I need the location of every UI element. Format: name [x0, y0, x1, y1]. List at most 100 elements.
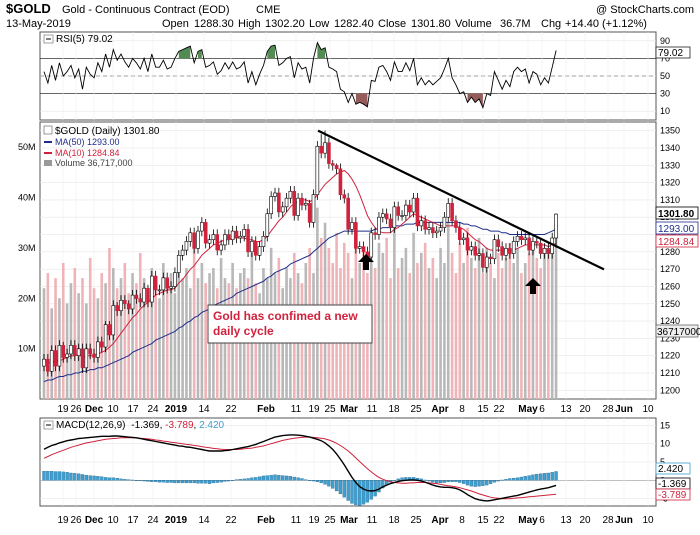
volume-bar	[138, 252, 142, 399]
resistance-trendline	[317, 129, 605, 271]
candle-body	[65, 353, 69, 358]
price-tick-label: 1220	[660, 351, 680, 361]
macd-value-labels: 2.420 -1.369 -3.789	[655, 462, 691, 501]
x-tick-label: 15	[477, 404, 489, 415]
macd-hist-bar	[342, 480, 346, 498]
candle-body	[423, 220, 427, 230]
candle-body	[407, 204, 412, 213]
rsi-current-label: 79.02	[658, 48, 683, 59]
candle-body	[523, 237, 528, 241]
candle-body	[277, 192, 281, 213]
macd-hist-bar	[142, 480, 146, 482]
candle-body	[142, 287, 146, 303]
x-tick-label: 10	[642, 404, 654, 415]
macd-hist-bar	[273, 474, 277, 481]
candle-body	[469, 246, 474, 251]
label-close: 1301.80	[658, 209, 695, 220]
macd-hist-bar	[250, 477, 254, 481]
candle-body	[49, 350, 54, 372]
price-tick-label: 1260	[660, 281, 680, 291]
candle-body	[53, 350, 58, 367]
legend-volume: Volume 36,717,000	[55, 158, 133, 168]
volume-bar	[123, 263, 127, 399]
macd-hist-bar	[211, 480, 216, 484]
rsi-tick-label: 70	[660, 53, 670, 63]
macd-hist-bar	[246, 478, 250, 481]
volume-bar	[454, 273, 458, 399]
x-tick-label: 19	[308, 404, 320, 415]
macd-hist-bar	[419, 478, 423, 481]
x-tick-label: Jun	[615, 404, 633, 415]
candle-body	[477, 253, 481, 256]
header-high-value: 1302.20	[265, 18, 305, 30]
header-low-label: Low	[309, 18, 329, 30]
x-tick-label: 14	[198, 515, 210, 526]
volume-bar	[158, 298, 161, 399]
candle-body	[242, 229, 246, 237]
candle-body	[542, 248, 547, 254]
volume-tick-label: 40M	[18, 193, 36, 203]
candle-body	[165, 277, 169, 289]
macd-hist-bar	[180, 480, 185, 484]
volume-bar	[281, 288, 284, 399]
label-close-box	[655, 206, 699, 220]
x-tick-label: 22	[493, 515, 505, 526]
volume-bar	[466, 227, 469, 399]
candle-body	[173, 272, 177, 287]
candle-body	[230, 230, 235, 241]
candle-body	[442, 216, 447, 228]
macd-hist-bar	[254, 477, 258, 481]
macd-hist-bar	[292, 476, 296, 481]
candle-body	[527, 237, 531, 251]
x-tick-label: 24	[147, 404, 159, 415]
candle-body	[69, 345, 73, 355]
cycle-low-arrow-2	[525, 278, 541, 294]
legend-ma10: MA(10) 1284.84	[55, 148, 120, 158]
volume-bar	[142, 278, 146, 399]
volume-bar	[235, 288, 238, 399]
macd-hist-bar	[96, 476, 100, 481]
candle-body	[511, 241, 516, 254]
candle-body	[273, 192, 277, 197]
macd-hist-bar	[127, 479, 131, 481]
macd-hist-bar	[373, 480, 377, 497]
candle-body	[296, 197, 300, 216]
candle-body	[519, 235, 524, 241]
candle-body	[431, 227, 435, 234]
candle-body	[253, 241, 258, 256]
price-tick-label: 1320	[660, 178, 680, 188]
x-tick-label: 19	[57, 404, 69, 415]
volume-bar	[169, 273, 173, 399]
macd-hist-bar	[531, 474, 535, 481]
volume-bar	[88, 257, 92, 399]
macd-hist-bar	[550, 472, 554, 481]
macd-hist-bar	[50, 471, 54, 481]
label-hist: 2.420	[658, 464, 683, 475]
x-tick-label: May	[518, 515, 538, 526]
volume-bar	[473, 268, 477, 399]
volume-bar	[420, 252, 423, 399]
macd-hist-bar	[119, 478, 123, 481]
macd-hist-bar	[65, 472, 69, 481]
candle-body	[377, 216, 381, 235]
macd-hist-bar	[157, 480, 162, 483]
macd-hist-bar	[288, 476, 293, 481]
macd-hist-bar	[188, 480, 192, 484]
candle-body	[80, 348, 85, 369]
volume-bar	[554, 214, 558, 399]
candle-body	[411, 197, 416, 213]
x-tick-label: Feb	[257, 515, 275, 526]
volume-bar	[396, 268, 400, 399]
macd-hist-bar	[304, 479, 308, 481]
macd-hist-bar	[485, 480, 489, 486]
candle-body	[84, 348, 89, 369]
volume-bar	[416, 263, 419, 399]
macd-hist-bar	[130, 479, 135, 481]
volume-bar	[470, 257, 473, 399]
cycle-low-arrow-1	[358, 254, 374, 270]
macd-hist-bar	[296, 477, 300, 481]
price-tick-label: 1200	[660, 385, 680, 395]
price-tick-label: 1290	[660, 230, 680, 240]
volume-bar	[489, 263, 492, 399]
volume-bar	[504, 257, 508, 399]
